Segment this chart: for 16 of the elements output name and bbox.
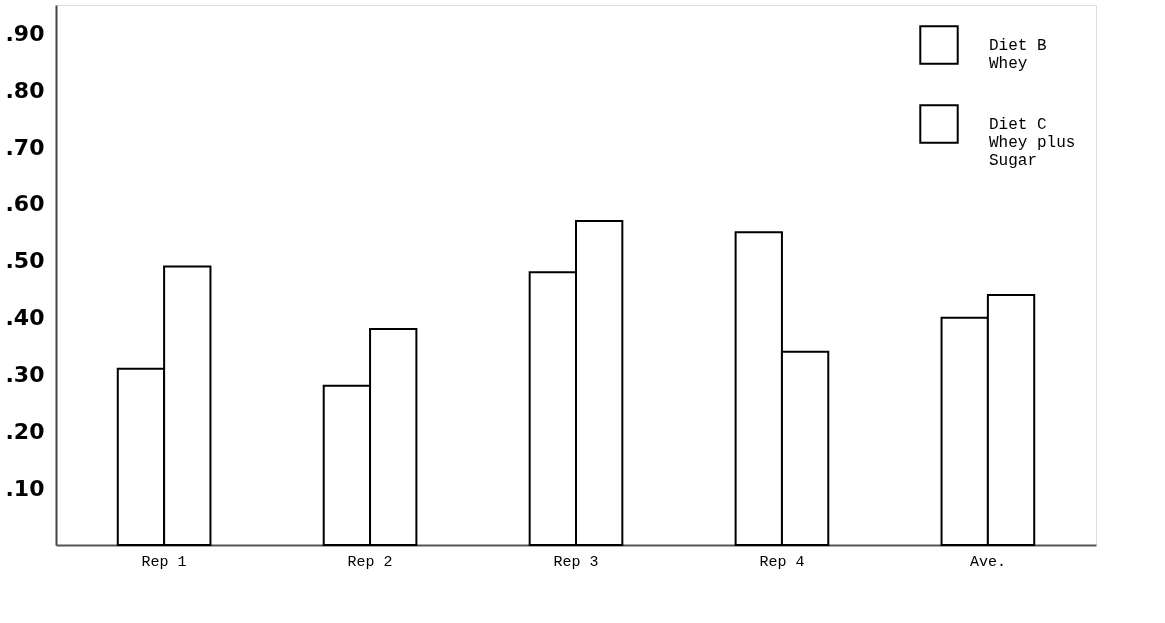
y-tick-label: .50 (5, 248, 45, 274)
y-tick-label: .60 (5, 191, 45, 217)
y-tick-label: .30 (5, 361, 45, 387)
legend-label: Diet B Whey (989, 37, 1047, 73)
y-tick-label: .70 (5, 134, 45, 160)
x-tick-label: Ave. (969, 553, 1006, 571)
x-tick-label: Rep 2 (347, 553, 393, 571)
y-tick-label: .90 (5, 20, 45, 46)
legend-label: Diet C Whey plus Sugar (989, 116, 1076, 170)
x-tick-label: Rep 3 (553, 553, 599, 571)
x-tick-label: Rep 4 (759, 553, 805, 571)
y-tick-label: .10 (5, 475, 45, 501)
x-tick-label: Rep 1 (141, 553, 187, 571)
y-tick-label: .20 (5, 418, 45, 444)
y-tick-label: .40 (5, 305, 45, 331)
y-tick-label: .80 (5, 77, 45, 103)
